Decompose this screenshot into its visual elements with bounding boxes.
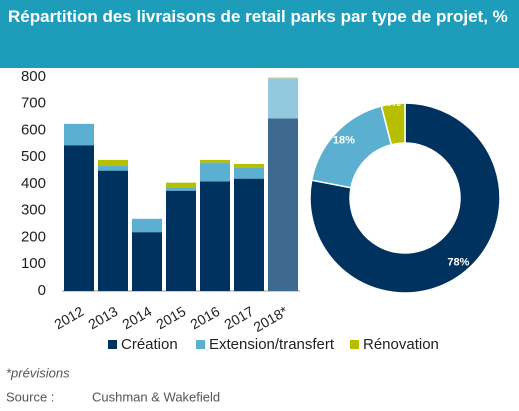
- bar-segment: [268, 118, 298, 292]
- source-label: Source :: [6, 389, 54, 404]
- donut-slice: [309, 102, 501, 294]
- x-tick-label: 2014: [119, 303, 154, 333]
- bar-segment: [268, 77, 298, 79]
- x-tick-label: 2015: [153, 303, 188, 333]
- data-label: 4%: [385, 97, 401, 109]
- x-tick-label: 2018*: [251, 303, 291, 335]
- legend-swatch: [196, 340, 205, 349]
- y-tick-label: 200: [21, 228, 46, 245]
- bar-segment: [132, 232, 162, 291]
- x-tick-label: 2013: [85, 303, 120, 333]
- legend-swatch: [108, 340, 117, 349]
- x-tick-label: 2017: [221, 303, 256, 333]
- y-tick-label: 800: [21, 68, 46, 85]
- x-tick-label: 2012: [51, 303, 86, 333]
- footnote: *prévisions: [6, 365, 70, 380]
- bar-segment: [200, 159, 230, 163]
- bar-segment: [234, 163, 264, 168]
- bar-segment: [166, 190, 196, 291]
- y-tick-label: 300: [21, 202, 46, 219]
- bar-segment: [166, 188, 196, 191]
- bar-segment: [200, 181, 230, 291]
- y-tick-label: 400: [21, 175, 46, 192]
- bar-segment: [64, 123, 94, 146]
- y-tick-label: 700: [21, 95, 46, 112]
- bar-segment: [64, 145, 94, 291]
- donut-slice: [310, 105, 393, 189]
- bar-segment: [166, 182, 196, 189]
- bar-segment: [98, 159, 128, 166]
- legend-swatch: [350, 340, 359, 349]
- bar-segment: [98, 165, 128, 171]
- bar-segment: [268, 78, 298, 119]
- bar-segment: [132, 218, 162, 233]
- y-tick-label: 100: [21, 255, 46, 272]
- source: Cushman & Wakefield: [92, 389, 220, 404]
- y-tick-label: 600: [21, 121, 46, 138]
- data-label: 18%: [333, 135, 355, 147]
- legend-label: Rénovation: [363, 336, 439, 353]
- y-tick-label: 0: [38, 282, 46, 299]
- donut-slice: [380, 102, 406, 146]
- data-label: 78%: [447, 256, 469, 268]
- legend-label: Création: [121, 336, 178, 353]
- header-band: [0, 0, 519, 68]
- bar-segment: [234, 167, 264, 179]
- title: Répartition des livraisons de retail par…: [8, 7, 508, 26]
- x-tick-label: 2016: [187, 303, 222, 333]
- bar-segment: [200, 162, 230, 182]
- legend-label: Extension/transfert: [209, 336, 335, 353]
- y-tick-label: 500: [21, 148, 46, 165]
- bar-segment: [98, 170, 128, 291]
- title-box: Répartition des livraisons de retail par…: [8, 7, 508, 26]
- bar-segment: [234, 178, 264, 291]
